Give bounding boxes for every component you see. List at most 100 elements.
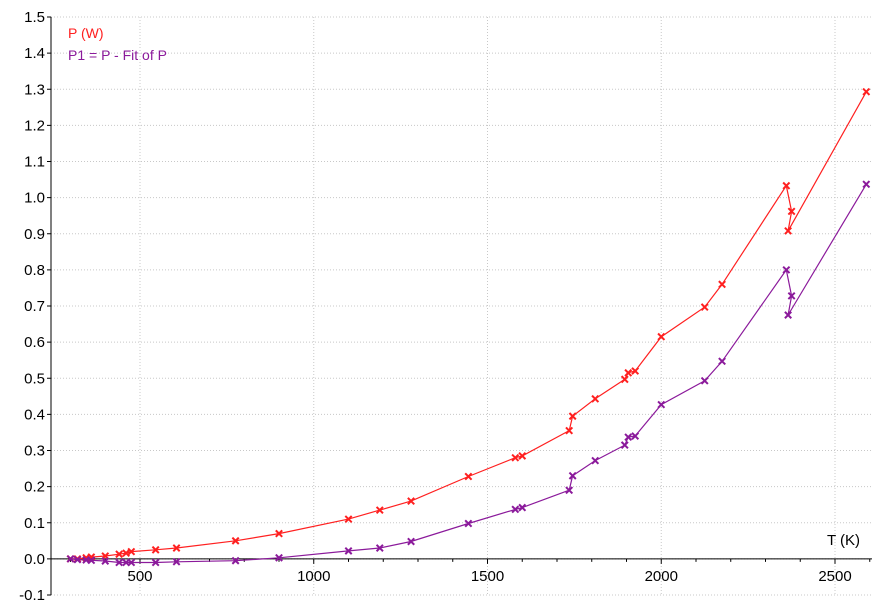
marker-stroke <box>624 433 633 442</box>
data-point <box>511 453 520 462</box>
data-point <box>862 87 871 96</box>
data-point <box>231 556 240 565</box>
data-point <box>172 544 181 552</box>
marker-stroke <box>657 332 666 341</box>
y-tick-label: 0.7 <box>24 298 45 315</box>
marker-stroke <box>657 400 666 409</box>
data-point <box>631 367 640 375</box>
data-point <box>657 332 666 341</box>
data-point <box>101 557 110 565</box>
data-point <box>87 556 96 565</box>
data-point <box>565 486 574 495</box>
marker-stroke <box>620 375 629 384</box>
data-point <box>511 505 520 514</box>
data-point <box>122 549 131 558</box>
data-point <box>151 545 160 554</box>
data-point <box>127 547 136 556</box>
y-tick-label: 0.5 <box>24 370 45 387</box>
marker-stroke <box>151 558 160 567</box>
y-tick-label: 0.0 <box>24 551 45 568</box>
x-tick-label: 1000 <box>297 568 330 585</box>
marker-stroke <box>344 547 353 555</box>
marker-stroke <box>568 412 577 421</box>
marker-stroke <box>631 432 640 440</box>
axes <box>47 16 872 596</box>
data-point <box>565 426 574 435</box>
y-tick-label: 0.1 <box>24 515 45 532</box>
marker-stroke <box>565 486 574 495</box>
data-point <box>620 375 629 384</box>
y-tick-label: 0.4 <box>24 406 45 423</box>
x-axis-label: T (K) <box>827 532 860 549</box>
data-point <box>518 452 527 460</box>
x-tick-label: 500 <box>127 568 152 585</box>
marker-stroke <box>172 544 181 552</box>
marker-stroke <box>782 181 791 190</box>
marker-stroke <box>231 556 240 565</box>
data-point <box>657 400 666 409</box>
data-point <box>464 519 473 528</box>
data-point <box>127 558 136 567</box>
marker-stroke <box>375 544 384 552</box>
data-point <box>407 497 415 505</box>
data-point <box>518 503 527 512</box>
data-point <box>718 280 726 289</box>
marker-stroke <box>127 547 136 556</box>
marker-stroke <box>275 553 283 562</box>
data-point <box>172 557 181 566</box>
data-point <box>231 536 240 545</box>
marker-stroke <box>66 554 75 563</box>
y-tick-label: 0.6 <box>24 334 45 351</box>
data-point <box>787 291 796 300</box>
data-point <box>73 555 82 564</box>
marker-stroke <box>700 303 709 311</box>
marker-stroke <box>122 549 131 558</box>
data-point <box>782 181 791 190</box>
data-point <box>115 558 124 567</box>
marker-stroke <box>700 376 709 385</box>
marker-stroke <box>172 557 181 566</box>
marker-stroke <box>591 456 600 465</box>
marker-stroke <box>782 265 791 274</box>
data-point <box>700 376 709 385</box>
marker-stroke <box>787 291 796 300</box>
marker-stroke <box>787 207 796 216</box>
marker-stroke <box>115 558 124 567</box>
marker-stroke <box>115 550 124 559</box>
y-tick-label: 0.8 <box>24 262 45 279</box>
marker-stroke <box>151 545 160 554</box>
legend-entry: P (W) <box>68 25 104 41</box>
marker-stroke <box>862 180 871 189</box>
y-tick-label: 1.5 <box>24 9 45 26</box>
marker-stroke <box>511 453 520 462</box>
data-point <box>591 394 600 403</box>
data-point <box>115 550 124 559</box>
marker-stroke <box>275 529 283 538</box>
data-point <box>344 547 353 555</box>
y-tick-label: 1.1 <box>24 154 45 171</box>
marker-stroke <box>718 280 726 289</box>
marker-stroke <box>464 519 473 528</box>
data-point <box>631 432 640 440</box>
marker-stroke <box>624 368 633 377</box>
marker-stroke <box>518 503 527 512</box>
data-point <box>464 472 473 481</box>
series-1 <box>66 87 871 563</box>
data-point <box>782 265 791 274</box>
data-point <box>151 558 160 567</box>
marker-stroke <box>565 426 574 435</box>
marker-stroke <box>407 537 415 546</box>
data-point <box>620 441 629 449</box>
marker-stroke <box>862 87 871 96</box>
data-point <box>591 456 600 465</box>
marker-stroke <box>568 471 577 480</box>
series-2 <box>66 180 871 567</box>
data-point <box>718 357 726 366</box>
grid <box>51 16 872 596</box>
series <box>66 87 871 567</box>
marker-stroke <box>87 556 96 565</box>
data-point <box>700 303 709 311</box>
data-point <box>568 471 577 480</box>
data-point <box>275 529 283 538</box>
